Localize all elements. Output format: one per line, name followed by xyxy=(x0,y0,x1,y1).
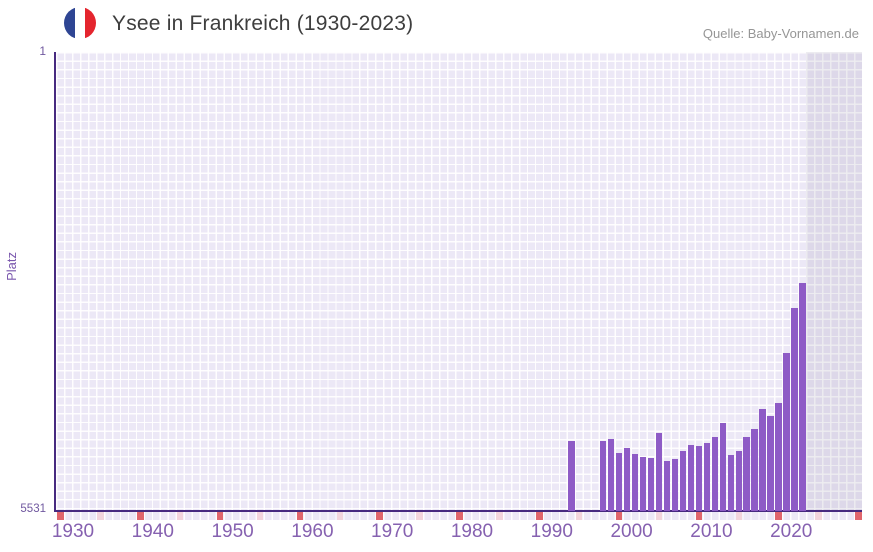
bar-2009[interactable] xyxy=(687,445,695,511)
x-tick-label-1990: 1990 xyxy=(530,521,573,542)
bar-2000[interactable] xyxy=(615,453,623,511)
flag-red-stripe xyxy=(85,7,96,39)
bar-2022[interactable] xyxy=(791,308,798,511)
x-tick-label-2000: 2000 xyxy=(610,521,653,542)
plot-area xyxy=(56,52,862,511)
x-tick-label-1960: 1960 xyxy=(291,521,334,542)
bar-2004[interactable] xyxy=(647,458,655,511)
decade-marker xyxy=(57,512,64,520)
half-decade-marker xyxy=(416,512,423,520)
bar-2007[interactable] xyxy=(671,458,679,511)
bar-2021[interactable] xyxy=(783,353,790,511)
bar-2008[interactable] xyxy=(679,451,687,511)
x-tick-label-1980: 1980 xyxy=(450,521,494,542)
y-axis-title: Platz xyxy=(4,252,19,281)
bar-2001[interactable] xyxy=(623,448,631,511)
y-axis-min-label: 5531 xyxy=(20,503,46,515)
half-decade-marker xyxy=(815,512,822,520)
x-tick-label-1970: 1970 xyxy=(371,521,414,542)
bar-1998[interactable] xyxy=(599,441,607,511)
x-tick-label-1940: 1940 xyxy=(131,521,174,542)
bar-2019[interactable] xyxy=(767,416,775,511)
decade-marker xyxy=(536,512,543,520)
x-tick-label-2020: 2020 xyxy=(770,521,813,542)
y-axis-line xyxy=(54,52,56,512)
bar-2011[interactable] xyxy=(703,443,711,511)
x-axis-line xyxy=(54,510,862,512)
source-attribution: Quelle: Baby-Vornamen.de xyxy=(702,26,859,41)
bar-2020[interactable] xyxy=(775,403,782,511)
axis-marker-strip xyxy=(56,512,862,520)
x-tick-label-1950: 1950 xyxy=(211,521,254,542)
bar-2016[interactable] xyxy=(743,436,751,511)
half-decade-marker xyxy=(336,512,344,520)
decade-marker xyxy=(775,512,782,520)
decade-marker xyxy=(376,512,383,520)
decade-marker xyxy=(296,512,304,520)
decade-marker xyxy=(456,512,463,520)
half-decade-marker xyxy=(256,512,264,520)
france-flag-icon xyxy=(64,7,96,39)
y-axis-max-label: 1 xyxy=(39,44,46,58)
page-title: Ysee in Frankreich (1930-2023) xyxy=(112,12,414,35)
bar-2010[interactable] xyxy=(695,446,703,511)
half-decade-marker xyxy=(655,512,663,520)
bar-2017[interactable] xyxy=(751,429,759,511)
flag-blue-stripe xyxy=(64,7,75,39)
bar-2012[interactable] xyxy=(711,437,719,511)
half-decade-marker xyxy=(575,512,583,520)
bar-2023[interactable] xyxy=(799,283,806,511)
decade-marker xyxy=(137,512,144,520)
decade-marker xyxy=(615,512,623,520)
bar-2006[interactable] xyxy=(663,460,671,511)
bar-2013[interactable] xyxy=(719,423,727,511)
bar-2003[interactable] xyxy=(639,457,647,511)
bar-1994[interactable] xyxy=(567,441,575,511)
half-decade-marker xyxy=(735,512,743,520)
bar-2015[interactable] xyxy=(735,450,743,511)
half-decade-marker xyxy=(496,512,503,520)
half-decade-marker xyxy=(176,512,184,520)
half-decade-marker xyxy=(97,512,104,520)
bar-2002[interactable] xyxy=(631,453,639,511)
decade-marker xyxy=(855,512,862,520)
x-tick-label-2010: 2010 xyxy=(690,521,733,542)
x-tick-label-1930: 1930 xyxy=(51,521,95,542)
bar-2014[interactable] xyxy=(727,454,735,511)
bar-2018[interactable] xyxy=(759,409,767,511)
decade-marker xyxy=(216,512,224,520)
bar-2005[interactable] xyxy=(655,433,663,511)
decade-marker xyxy=(695,512,703,520)
bar-1999[interactable] xyxy=(607,438,615,511)
flag-white-stripe xyxy=(75,7,85,39)
